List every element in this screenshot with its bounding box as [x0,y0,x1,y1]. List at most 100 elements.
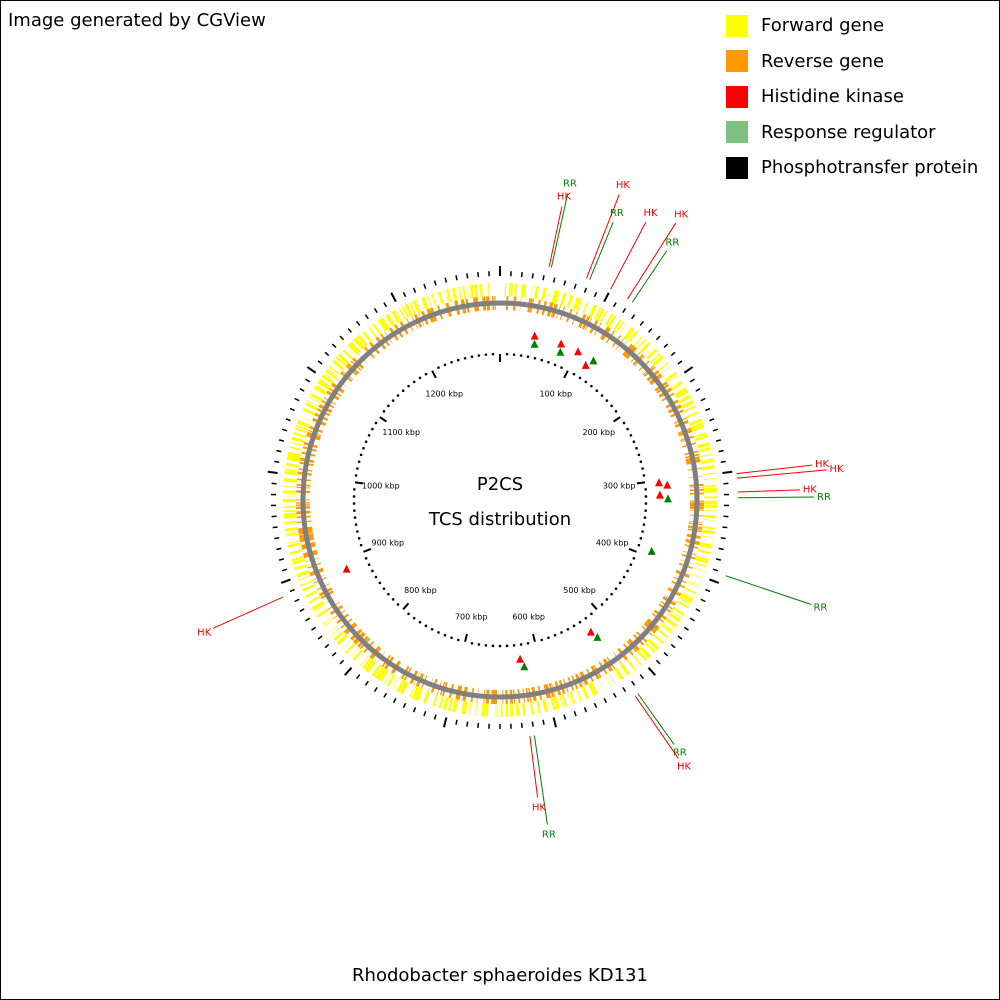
forward-gene-glyph [447,698,454,712]
outer-minor-tick [689,378,695,383]
forward-gene-glyph [648,638,660,650]
forward-gene-glyph [291,436,305,444]
forward-gene-glyph [359,655,369,667]
forward-gene-glyph [364,659,374,671]
ruler-label: 700 kbp [455,613,488,622]
ruler-minor-tick [595,389,599,393]
forward-gene-glyph [476,702,479,716]
outer-minor-tick [294,598,300,603]
forward-gene-glyph [588,304,596,318]
ruler-major-tick [590,602,598,610]
ruler-label: 900 kbp [371,539,404,548]
tcs-features [342,331,672,671]
forward-gene-glyph [689,418,703,426]
ruler-minor-tick [391,598,395,601]
outer-minor-tick [718,449,724,453]
ruler-minor-tick [437,366,440,369]
outer-minor-tick [583,287,588,293]
outer-minor-tick [631,680,636,686]
ruler-minor-tick [484,353,488,356]
callout-line [529,736,539,798]
forward-gene-glyph [696,443,710,448]
outer-minor-tick [285,418,291,422]
outer-minor-tick [281,568,288,572]
forward-gene-glyph [391,310,401,324]
outer-minor-tick [324,643,330,649]
forward-gene-glyph [505,703,509,717]
outer-minor-tick [712,428,719,432]
forward-gene-glyph [697,446,711,450]
outer-major-tick [390,292,397,303]
outer-minor-tick [603,697,608,704]
ruler-minor-tick [367,563,371,567]
forward-gene-glyph [311,601,325,611]
forward-gene-glyph [670,610,683,619]
forward-gene-glyph [700,458,714,462]
forward-gene-glyph [703,509,717,512]
forward-gene-glyph [445,289,450,303]
forward-gene-glyph [612,319,622,332]
ruler-minor-tick [353,509,356,512]
forward-gene-glyph [342,349,354,360]
outer-minor-tick [700,397,706,402]
forward-gene-glyph [660,624,672,634]
forward-gene-glyph [485,703,488,717]
response-regulator-marker [647,546,656,555]
outer-minor-tick [317,635,323,640]
legend: Forward gene Reverse gene Histidine kina… [726,8,978,186]
callout-label: HK [803,485,818,496]
forward-gene-glyph [703,519,717,521]
callout-line [631,250,668,303]
forward-gene-glyph [372,323,382,335]
ruler-minor-tick [566,627,570,631]
ruler-major-tick [354,481,364,485]
forward-gene-glyph [692,567,705,573]
forward-gene-glyph [702,526,716,530]
forward-gene-glyph [371,664,382,677]
forward-gene-glyph [666,374,678,384]
outer-minor-tick [718,547,724,551]
forward-gene-glyph [452,698,459,713]
forward-gene-glyph [293,432,307,439]
forward-gene-glyph [300,580,313,587]
forward-gene-glyph [554,290,559,304]
outer-minor-tick [695,608,701,612]
outer-minor-tick [276,449,282,453]
forward-gene-glyph [542,698,549,713]
ruler-minor-tick [639,460,643,463]
forward-gene-glyph [481,283,484,297]
forward-gene-glyph [387,313,396,326]
forward-gene-glyph [469,284,475,298]
ruler-major-tick [363,548,372,553]
ruler-minor-tick [357,460,361,463]
ruler-minor-tick [639,537,643,540]
forward-gene-glyph [283,490,297,493]
forward-gene-glyph [694,434,708,442]
ruler-minor-tick [560,631,563,634]
response-regulator-marker [663,494,672,503]
forward-gene-glyph [576,298,583,312]
forward-gene-glyph [415,299,422,313]
ruler-minor-tick [401,389,405,393]
outer-minor-tick [466,273,469,279]
ruler-minor-tick [584,616,588,620]
forward-gene-glyph [683,587,697,595]
forward-gene-glyph [494,703,496,717]
ruler-minor-tick [505,644,509,648]
forward-gene-glyph [379,317,390,331]
forward-gene-glyph [426,295,433,308]
ruler-minor-tick [407,612,410,616]
outer-minor-tick [455,719,458,725]
outer-major-tick [683,366,694,374]
forward-gene-glyph [508,283,514,297]
outer-minor-tick [444,277,448,283]
ruler-minor-tick [356,467,359,470]
ruler-minor-tick [352,495,356,498]
outer-minor-tick [433,714,437,720]
forward-gene-glyph [701,464,715,471]
forward-gene-glyph [283,512,297,517]
response-regulator-marker [530,339,539,348]
forward-gene-glyph [314,384,328,394]
forward-gene-glyph [636,338,647,350]
forward-gene-glyph [703,504,717,508]
